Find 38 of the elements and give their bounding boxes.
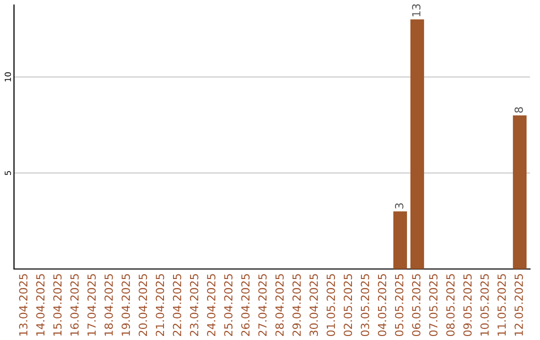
x-tick-label: 26.04.2025 (241, 274, 250, 336)
x-tick-label: 08.05.2025 (446, 274, 455, 336)
bar (393, 211, 407, 269)
x-tick-label: 23.04.2025 (190, 274, 198, 336)
x-tick-label: 11.05.2025 (497, 274, 506, 336)
x-tick-label: 03.05.2025 (360, 274, 370, 336)
x-tick-label: 29.04.2025 (292, 274, 301, 336)
x-tick-label: 21.04.2025 (156, 274, 164, 336)
x-tick-label: 24.04.2025 (207, 274, 216, 336)
x-tick-label: 17.04.2025 (87, 274, 96, 336)
x-tick-label: 18.04.2025 (104, 274, 113, 336)
bar (410, 19, 424, 269)
x-tick-label: 10.05.2025 (480, 274, 489, 336)
data-label: 8 (514, 107, 523, 113)
x-tick-label: 09.05.2025 (463, 274, 472, 336)
x-tick-label: 16.04.2025 (70, 274, 79, 336)
y-tick-label: 10 (4, 72, 11, 82)
x-tick-label: 07.05.2025 (429, 274, 438, 336)
x-tick-label: 30.04.2025 (310, 274, 318, 336)
x-tick-label: 22.04.2025 (172, 274, 182, 336)
bar (512, 115, 527, 269)
x-tick-label: 14.04.2025 (36, 274, 45, 336)
x-tick-label: 05.05.2025 (394, 274, 404, 336)
x-tick-label: 27.04.2025 (258, 274, 267, 336)
x-tick-label: 25.04.2025 (224, 274, 233, 336)
x-tick-label: 20.04.2025 (138, 274, 148, 336)
y-tick-label: 5 (4, 171, 11, 176)
x-tick-label: 12.05.2025 (514, 274, 523, 336)
x-tick-label: 15.04.2025 (53, 274, 62, 336)
data-label: 13 (412, 4, 420, 16)
x-tick-label: 13.04.2025 (19, 274, 28, 336)
x-tick-label: 06.05.2025 (412, 274, 420, 336)
x-tick-label: 28.04.2025 (275, 274, 284, 336)
x-tick-label: 04.05.2025 (378, 274, 386, 336)
data-label: 3 (394, 203, 404, 209)
x-tick-label: 19.04.2025 (122, 274, 130, 336)
x-tick-label: 01.05.2025 (326, 274, 336, 336)
x-tick-label: 02.05.2025 (344, 274, 352, 336)
